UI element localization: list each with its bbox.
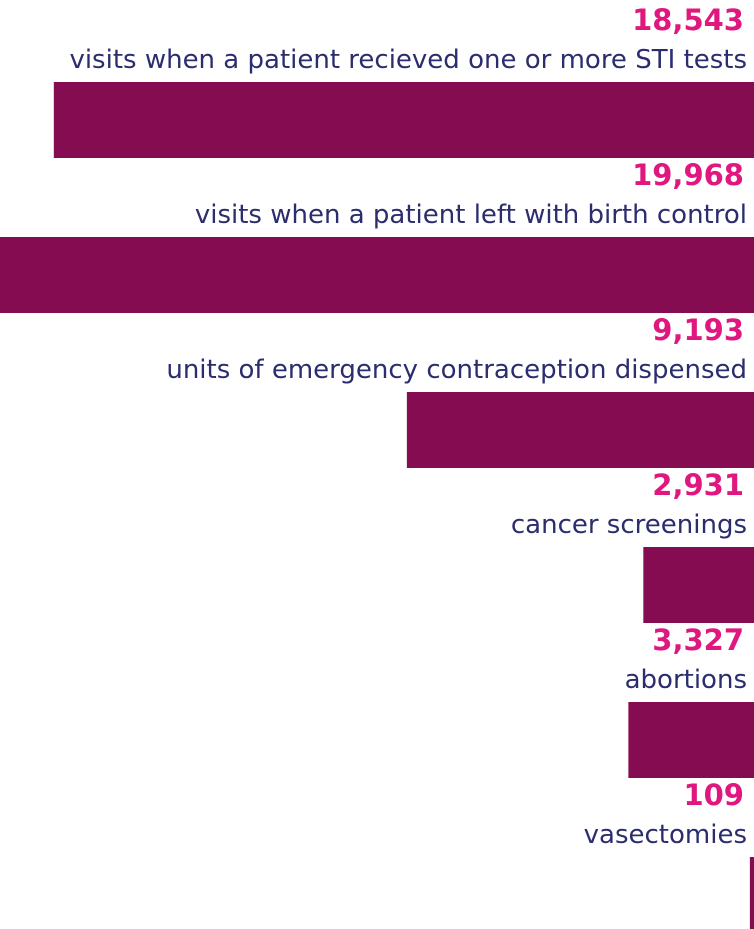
value-label: 9,193 bbox=[652, 313, 744, 347]
category-label: vasectomies bbox=[584, 820, 747, 850]
value-label: 18,543 bbox=[632, 3, 744, 37]
category-label: visits when a patient recieved one or mo… bbox=[69, 45, 747, 75]
value-label: 19,968 bbox=[632, 158, 744, 192]
value-label: 109 bbox=[683, 778, 744, 812]
category-label: visits when a patient left with birth co… bbox=[195, 200, 747, 230]
category-label: cancer screenings bbox=[511, 510, 747, 540]
category-label: abortions bbox=[625, 665, 747, 695]
bar bbox=[406, 392, 754, 468]
bar bbox=[643, 547, 754, 623]
value-label: 3,327 bbox=[652, 623, 744, 657]
value-label: 2,931 bbox=[652, 468, 744, 502]
bar bbox=[53, 82, 754, 158]
bar bbox=[0, 237, 754, 313]
bar bbox=[749, 857, 754, 929]
category-label: units of emergency contraception dispens… bbox=[166, 355, 747, 385]
bar bbox=[628, 702, 754, 778]
